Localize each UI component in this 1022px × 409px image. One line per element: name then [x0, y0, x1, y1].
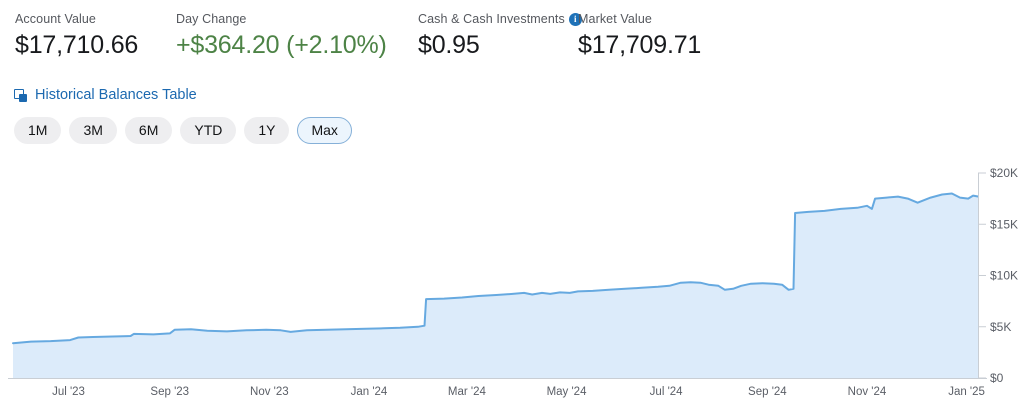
table-window-icon [14, 88, 29, 103]
day-change-amount: +$364.20 (+2.10%) [176, 31, 387, 59]
x-tick-label: Nov '23 [250, 386, 289, 398]
y-tick-label: $5K [990, 320, 1011, 334]
stat-label: Day Change [176, 12, 387, 26]
market-value-amount: $17,709.71 [578, 31, 702, 59]
x-tick-label: Sep '23 [150, 386, 189, 398]
stat-label-text: Cash & Cash Investments [418, 12, 565, 26]
y-tick-label: $20K [990, 166, 1018, 180]
chart-area-fill [13, 193, 978, 378]
range-button-6m[interactable]: 6M [124, 117, 173, 144]
x-tick-label: Mar '24 [448, 386, 487, 398]
x-tick-label: May '24 [547, 386, 588, 398]
account-value-chart[interactable]: $0 $5K $10K $15K $20K Jul '23 Sep '23 Nov '23 Ja… [0, 160, 1022, 409]
info-icon[interactable] [568, 12, 582, 26]
x-tick-label: Jul '23 [52, 386, 85, 398]
account-value-amount: $17,710.66 [15, 31, 139, 59]
x-tick-label: Nov '24 [848, 386, 887, 398]
y-tick-label: $10K [990, 269, 1018, 283]
x-tick-label: Jan '24 [351, 386, 388, 398]
range-button-ytd[interactable]: YTD [180, 117, 237, 144]
historical-balances-link-label: Historical Balances Table [35, 87, 197, 103]
stat-label-text: Account Value [15, 12, 96, 26]
stat-account-value: Account Value $17,710.66 [15, 12, 138, 60]
time-range-selector: 1M 3M 6M YTD 1Y Max [14, 117, 352, 144]
x-tick-label: Jan '25 [948, 386, 985, 398]
range-button-max[interactable]: Max [297, 117, 352, 144]
x-tick-label: Jul '24 [650, 386, 683, 398]
chart-line [12, 192, 979, 345]
y-tick-label: $15K [990, 217, 1018, 231]
stat-cash-investments: Cash & Cash Investments $0.95 [418, 12, 582, 60]
range-button-1m[interactable]: 1M [14, 117, 62, 144]
stat-day-change: Day Change +$364.20 (+2.10%) [176, 12, 387, 60]
cash-investments-amount: $0.95 [418, 31, 480, 59]
x-tick-label: Sep '24 [748, 386, 787, 398]
stat-label-text: Day Change [176, 12, 247, 26]
stat-label: Cash & Cash Investments [418, 12, 582, 26]
stat-market-value: Market Value $17,709.71 [578, 12, 701, 60]
stat-label: Account Value [15, 12, 138, 26]
range-button-3m[interactable]: 3M [69, 117, 117, 144]
stat-label: Market Value [578, 12, 701, 26]
area-chart-svg[interactable]: $0 $5K $10K $15K $20K Jul '23 Sep '23 Nov '23 Ja… [0, 160, 1022, 409]
stat-label-text: Market Value [578, 12, 652, 26]
historical-balances-link[interactable]: Historical Balances Table [14, 87, 197, 103]
y-tick-label: $0 [990, 371, 1004, 385]
range-button-1y[interactable]: 1Y [244, 117, 290, 144]
